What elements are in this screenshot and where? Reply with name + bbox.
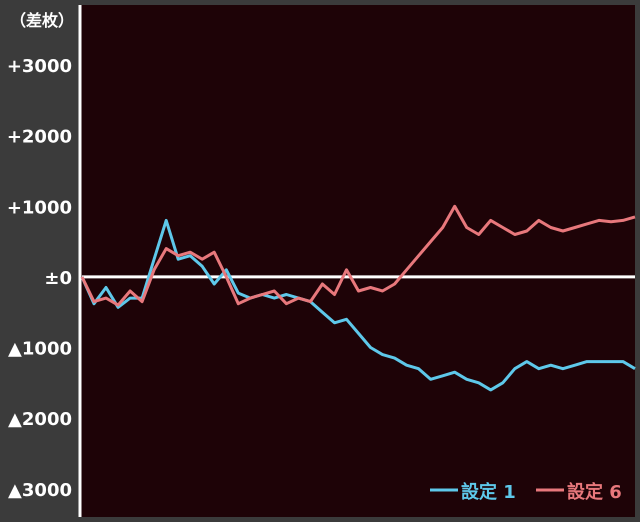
legend: 設定 1 設定 6 (430, 481, 622, 503)
legend-label-1: 設定 1 (461, 481, 516, 503)
y-tick-label: ▲3000 (8, 480, 72, 501)
y-tick-label: ▲1000 (8, 339, 72, 360)
series-layer (80, 204, 636, 392)
y-tick-label: +3000 (7, 56, 72, 77)
y-axis-unit-label: （差枚） (10, 11, 74, 30)
legend-label-2: 設定 6 (567, 481, 622, 503)
series-line-1 (80, 218, 636, 392)
y-tick-label: +1000 (7, 197, 72, 218)
plot-area (80, 5, 635, 517)
y-axis-ticks: +3000 +2000 +1000 ±0 ▲1000 ▲2000 ▲3000 (7, 56, 72, 501)
y-tick-label: +2000 (7, 127, 72, 148)
y-tick-label: ▲2000 (8, 409, 72, 430)
series-line-2 (80, 204, 636, 307)
y-tick-label: ±0 (44, 268, 72, 289)
